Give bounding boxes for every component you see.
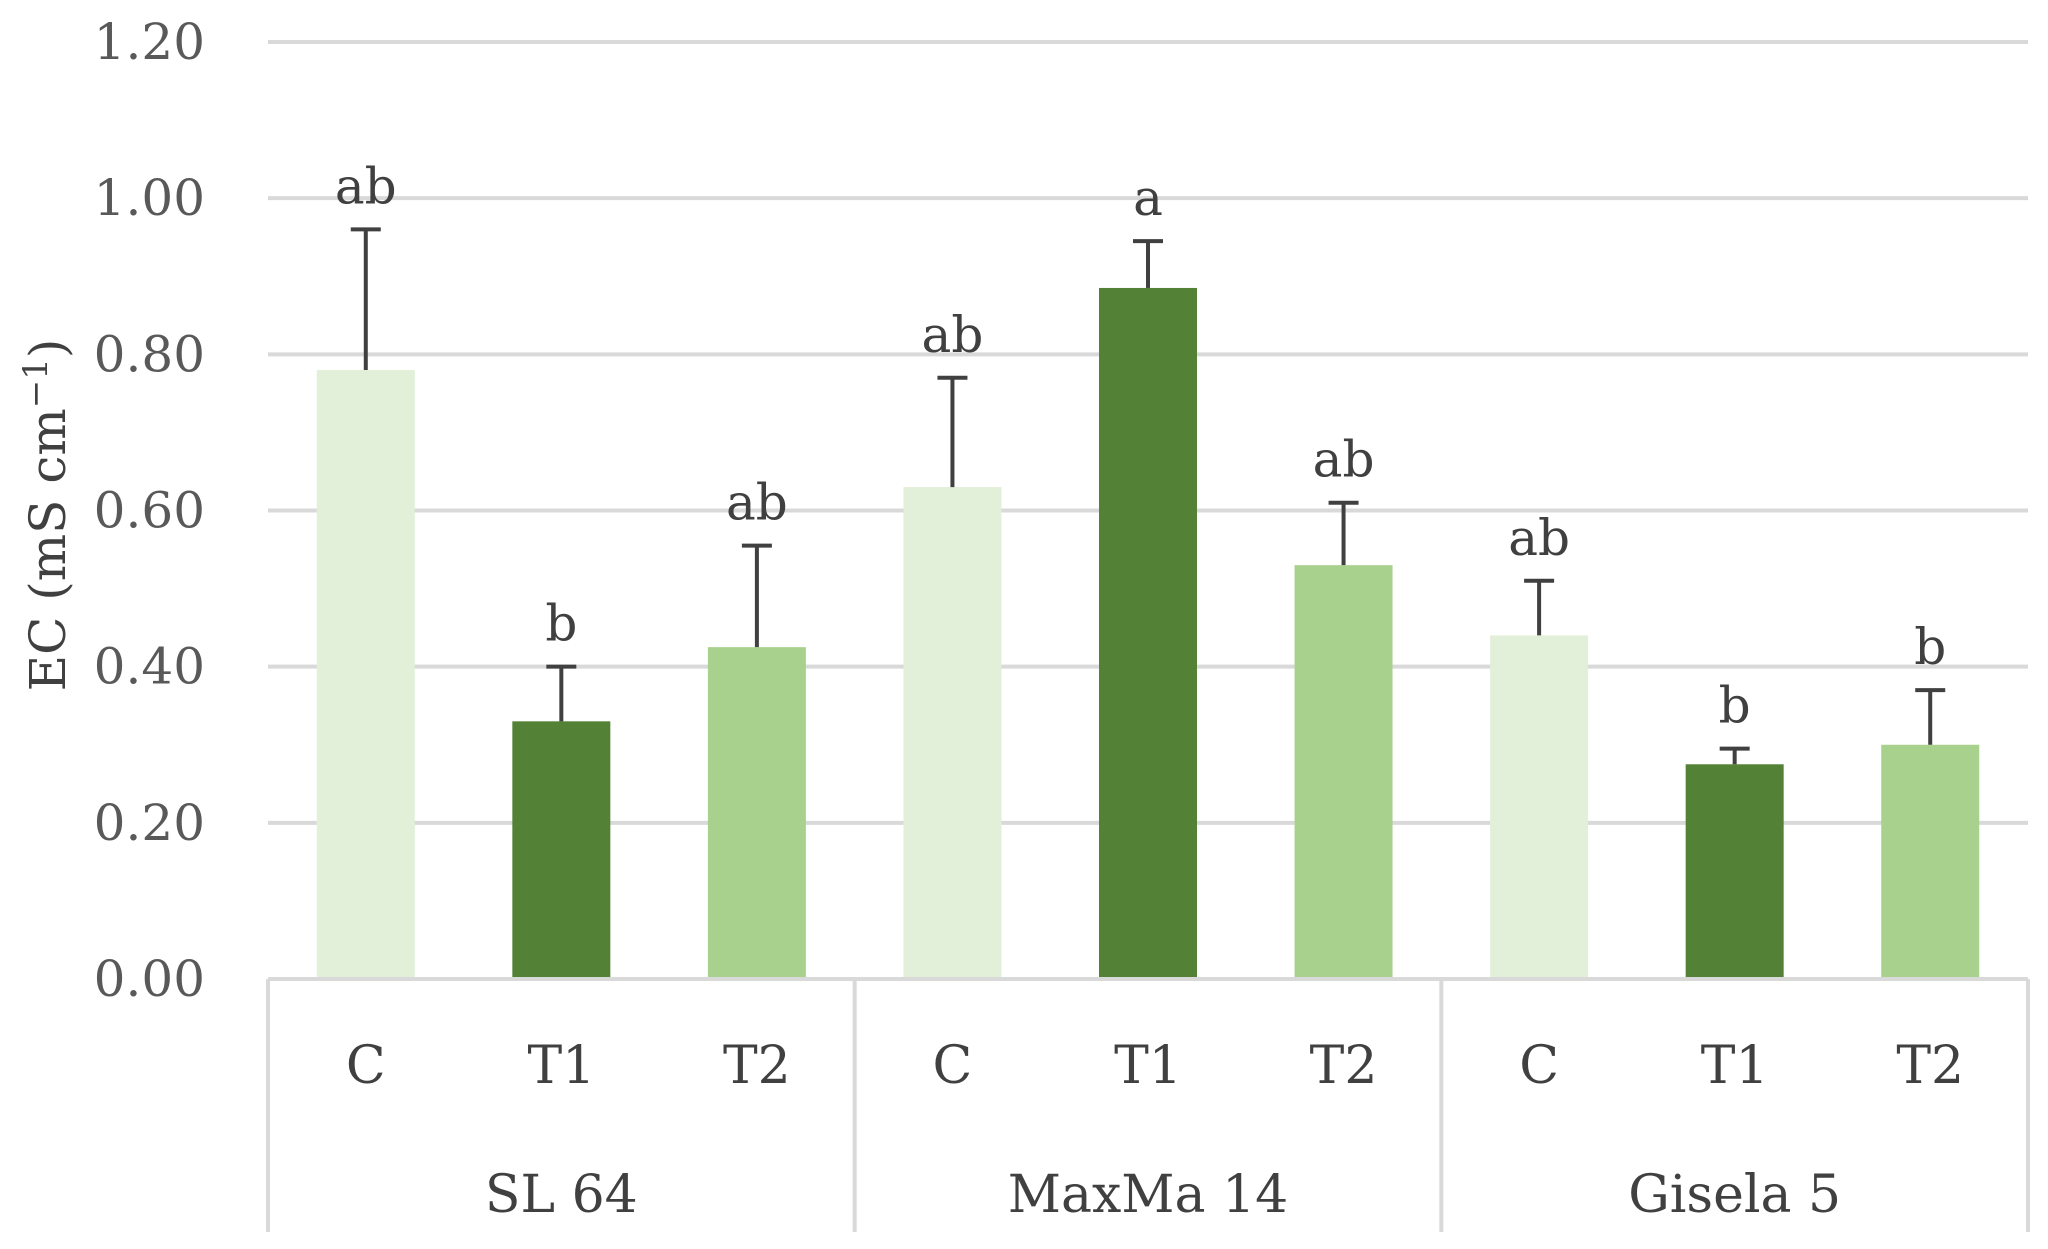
bar [1099, 287, 1197, 979]
y-tick-label: 1.20 [94, 13, 205, 71]
y-tick-label: 1.00 [94, 169, 205, 227]
significance-label: ab [1313, 431, 1375, 489]
y-axis-ticks: 0.00 0.20 0.40 0.60 0.80 1.00 1.20 [94, 13, 205, 1008]
significance-label: b [1719, 677, 1751, 735]
y-tick-label: 0.60 [94, 482, 205, 540]
bar [707, 647, 806, 979]
category-label: C [1519, 1036, 1559, 1096]
bar [1490, 635, 1589, 979]
category-label: T2 [1310, 1036, 1378, 1096]
bar [1294, 565, 1393, 979]
bar [512, 721, 611, 979]
category-label: C [346, 1036, 386, 1096]
bar [903, 487, 1002, 979]
category-label: T2 [1896, 1036, 1964, 1096]
bar [1881, 744, 1980, 979]
category-label: C [933, 1036, 973, 1096]
group-label: MaxMa 14 [1008, 1165, 1289, 1225]
bar [316, 369, 415, 979]
significance-label: ab [726, 474, 788, 532]
significance-label: ab [922, 306, 984, 364]
significance-label: ab [1508, 509, 1570, 567]
category-label: T1 [527, 1036, 595, 1096]
category-label: T1 [1701, 1036, 1769, 1096]
y-axis-title-superscript: −1 [16, 358, 56, 408]
y-tick-label: 0.40 [94, 638, 205, 696]
y-tick-label: 0.20 [94, 794, 205, 852]
significance-labels: ab b ab ab a ab ab b b [335, 157, 1946, 734]
category-label: T1 [1114, 1036, 1182, 1096]
significance-label: b [1914, 618, 1946, 676]
error-bars [350, 227, 1946, 765]
significance-label: ab [335, 157, 397, 215]
y-axis-title-close: ) [19, 339, 77, 359]
category-label: T2 [723, 1036, 791, 1096]
y-axis-title-text: EC (mS cm [19, 408, 77, 691]
significance-label: a [1133, 169, 1163, 227]
x-axis: C T1 T2 SL 64 C T1 T2 MaxMa 14 C T1 T2 Gisela 5 [266, 977, 2030, 1232]
group-label: Gisela 5 [1628, 1165, 1841, 1225]
bar [1685, 764, 1784, 979]
y-tick-label: 0.00 [94, 950, 205, 1008]
bars [316, 287, 1980, 979]
y-axis-title: EC (mS cm−1) [16, 339, 77, 692]
group-label: SL 64 [485, 1165, 638, 1225]
y-tick-label: 0.80 [94, 325, 205, 383]
significance-label: b [545, 595, 577, 653]
